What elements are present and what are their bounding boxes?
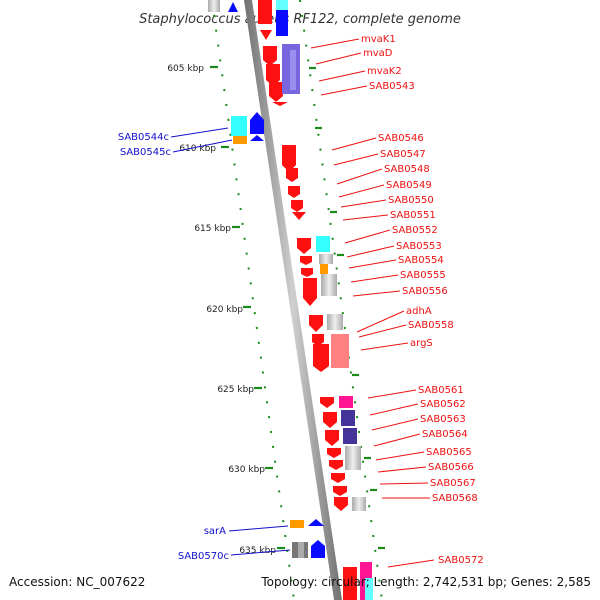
gene-label-SAB0552: SAB0552 bbox=[392, 225, 438, 236]
accession-text: Accession: NC_007622 bbox=[9, 575, 145, 589]
gene-label-SAB0564: SAB0564 bbox=[422, 429, 468, 440]
genome-backbone bbox=[244, 0, 342, 600]
gene-label-SAB0555: SAB0555 bbox=[400, 270, 446, 281]
gene-label-SAB0554: SAB0554 bbox=[398, 255, 444, 266]
kbp-label-625: 625 kbp bbox=[217, 385, 254, 395]
gene-label-SAB0561: SAB0561 bbox=[418, 385, 464, 396]
kbp-label-610: 610 kbp bbox=[179, 144, 216, 154]
gene-label-SAB0547: SAB0547 bbox=[380, 149, 426, 160]
gene-label-sarA: sarA bbox=[204, 526, 226, 537]
gene-label-mvaK1: mvaK1 bbox=[361, 34, 396, 45]
gene-label-SAB0551: SAB0551 bbox=[390, 210, 436, 221]
gene-label-SAB0556: SAB0556 bbox=[402, 286, 448, 297]
left-gene-labels: SAB0544c SAB0545c sarA SAB0570c bbox=[118, 127, 291, 562]
reverse-gene-glyphs bbox=[231, 112, 325, 558]
forward-gene-glyphs bbox=[263, 46, 373, 600]
kbp-label-615: 615 kbp bbox=[194, 224, 231, 234]
top-gene-stubs bbox=[208, 0, 288, 40]
gene-label-SAB0543: SAB0543 bbox=[369, 81, 415, 92]
kbp-scale: 605 kbp 610 kbp 615 kbp 620 kbp 625 kbp … bbox=[167, 64, 385, 556]
kbp-label-630: 630 kbp bbox=[228, 465, 265, 475]
gene-label-SAB0562: SAB0562 bbox=[420, 399, 466, 410]
gene-label-mvaK2: mvaK2 bbox=[367, 66, 402, 77]
gene-label-SAB0546: SAB0546 bbox=[378, 133, 424, 144]
gene-label-SAB0572: SAB0572 bbox=[438, 555, 484, 566]
map-title: Staphylococcus aureus RF122, complete ge… bbox=[139, 12, 461, 27]
topology-text: Topology: circular; Length: 2,742,531 bp… bbox=[260, 575, 591, 589]
gene-label-adhA: adhA bbox=[406, 306, 432, 317]
gene-label-SAB0566: SAB0566 bbox=[428, 462, 474, 473]
gene-label-mvaD: mvaD bbox=[363, 48, 393, 59]
right-gene-labels: mvaK1 mvaD mvaK2 SAB0543 SAB0546 SAB0547… bbox=[310, 34, 484, 568]
gene-label-SAB0553: SAB0553 bbox=[396, 241, 442, 252]
gene-label-SAB0568: SAB0568 bbox=[432, 493, 478, 504]
gene-label-SAB0563: SAB0563 bbox=[420, 414, 466, 425]
gene-label-SAB0545c: SAB0545c bbox=[120, 147, 171, 158]
kbp-label-620: 620 kbp bbox=[206, 305, 243, 315]
gene-label-SAB0567: SAB0567 bbox=[430, 478, 476, 489]
gene-label-SAB0548: SAB0548 bbox=[384, 164, 430, 175]
gene-label-argS: argS bbox=[410, 338, 433, 349]
gene-label-SAB0570c: SAB0570c bbox=[178, 551, 229, 562]
kbp-label-605: 605 kbp bbox=[167, 64, 204, 74]
kbp-label-635: 635 kbp bbox=[239, 546, 276, 556]
gene-label-SAB0558: SAB0558 bbox=[408, 320, 454, 331]
forward-protein-bars bbox=[282, 44, 366, 511]
gene-label-SAB0550: SAB0550 bbox=[388, 195, 434, 206]
gene-label-SAB0544c: SAB0544c bbox=[118, 132, 169, 143]
gene-label-SAB0549: SAB0549 bbox=[386, 180, 432, 191]
gene-label-SAB0565: SAB0565 bbox=[426, 447, 472, 458]
